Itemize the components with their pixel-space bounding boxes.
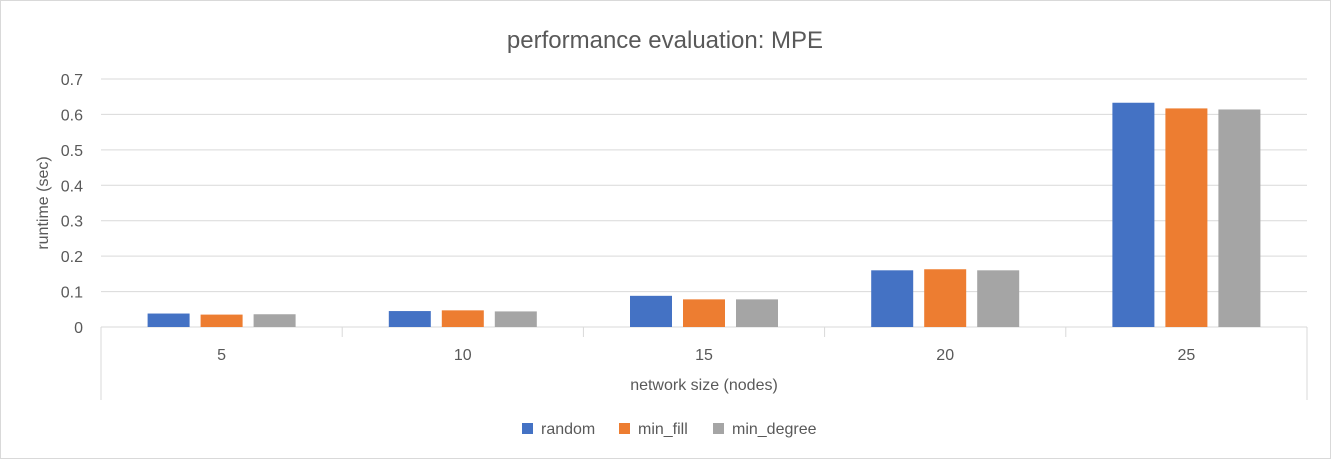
category-axis-box: [100, 327, 1308, 400]
bar-min_degree-20: [977, 270, 1020, 327]
bars: [147, 102, 1261, 328]
bar-random-5: [147, 313, 190, 327]
x-axis-title: network size (nodes): [630, 377, 778, 394]
bar-random-25: [1112, 102, 1155, 327]
y-tick-label: 0.6: [61, 107, 83, 124]
bar-min_fill-20: [924, 269, 967, 327]
x-tick-label: 20: [936, 347, 954, 364]
bar-min_fill-5: [200, 314, 243, 327]
y-tick-label: 0.5: [61, 143, 83, 160]
legend: random min_fill min_degree: [522, 421, 817, 438]
bar-random-20: [871, 270, 914, 327]
chart-title: performance evaluation: MPE: [507, 27, 823, 54]
x-tick-label: 10: [454, 347, 472, 364]
legend-label-min_fill: min_fill: [638, 421, 688, 438]
y-tick-label: 0.7: [61, 72, 83, 89]
x-axis-ticks: 5 10 15 20 25: [217, 347, 1195, 364]
y-tick-label: 0.4: [61, 178, 83, 195]
bar-min_fill-10: [441, 310, 484, 327]
x-tick-label: 5: [217, 347, 226, 364]
bar-min_degree-5: [253, 314, 296, 327]
y-tick-label: 0.2: [61, 249, 83, 266]
gridlines: [101, 78, 1307, 328]
legend-label-min_degree: min_degree: [732, 421, 817, 438]
bar-min_degree-10: [494, 311, 537, 327]
y-tick-label: 0.3: [61, 214, 83, 231]
legend-swatch-min_fill: [619, 423, 630, 434]
legend-label-random: random: [541, 421, 595, 438]
y-tick-label: 0: [74, 320, 83, 337]
y-axis-title: runtime (sec): [35, 156, 52, 249]
x-tick-label: 15: [695, 347, 713, 364]
bar-random-10: [388, 311, 431, 327]
x-tick-label: 25: [1178, 347, 1196, 364]
y-axis-ticks: 0 0.1 0.2 0.3 0.4 0.5 0.6 0.7: [61, 72, 83, 337]
bar-min_degree-25: [1218, 109, 1261, 328]
bar-min_degree-15: [736, 299, 778, 327]
legend-swatch-min_degree: [713, 423, 724, 434]
legend-swatch-random: [522, 423, 533, 434]
bar-min_fill-15: [683, 299, 725, 327]
bar-min_fill-25: [1165, 108, 1208, 327]
bar-random-15: [630, 295, 672, 327]
y-tick-label: 0.1: [61, 285, 83, 302]
